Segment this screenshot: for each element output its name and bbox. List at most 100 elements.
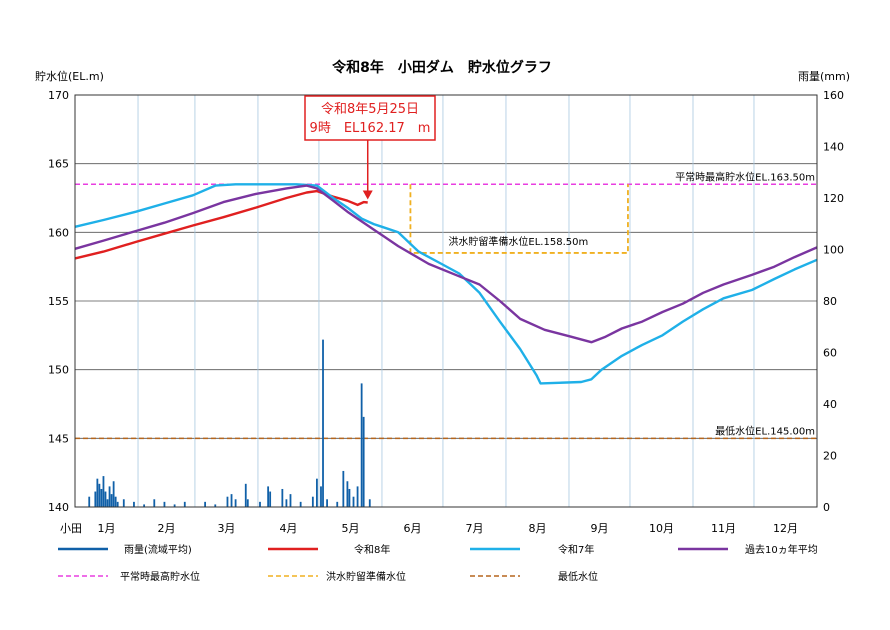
y-tick-label: 165 — [48, 158, 69, 171]
callout-arrowhead — [362, 190, 373, 200]
month-label: 8月 — [528, 522, 546, 535]
month-label: 6月 — [403, 522, 421, 535]
y-tick-label: 160 — [48, 226, 69, 239]
y-axis-ticks: 140 145 150 155 160 165 170 — [48, 89, 69, 514]
grid — [75, 94, 817, 508]
rain-bar — [114, 496, 117, 507]
rain-bar — [289, 494, 292, 507]
y2-tick-label: 20 — [823, 450, 837, 463]
rain-bar — [336, 501, 339, 507]
ref-label-normal: 平常時最高貯水位EL.163.50m — [675, 170, 815, 183]
month-label: 11月 — [711, 522, 736, 535]
rain-bar — [116, 501, 119, 507]
series-line-avg10 — [74, 184, 818, 344]
month-label: 12月 — [773, 522, 798, 535]
rain-bar — [322, 339, 324, 507]
rain-bar — [281, 488, 284, 507]
rain-bar — [342, 470, 345, 507]
y2-tick-label: 160 — [823, 89, 844, 102]
callout-box — [304, 95, 436, 141]
rain-bar — [163, 501, 166, 507]
rain-bar — [112, 481, 115, 507]
rain-bar — [352, 496, 355, 507]
rain-bar — [106, 499, 109, 507]
reference-lines: 平常時最高貯水位EL.163.50m 最低水位EL.145.00m 洪水貯留準備水位… — [75, 170, 817, 440]
y-axis-title: 貯水位(EL.m) — [35, 69, 104, 83]
rain-bar — [311, 496, 314, 507]
rain-bar — [285, 499, 288, 507]
rain-bar — [102, 476, 105, 507]
rain-bar — [214, 504, 217, 507]
rain-bar — [183, 501, 186, 507]
legend-r8: 令和8年 — [354, 543, 390, 556]
rain-bar — [122, 499, 125, 507]
y2-tick-label: 60 — [823, 347, 837, 360]
rain-bar — [269, 491, 272, 507]
month-label: 10月 — [649, 522, 674, 535]
rain-bar — [346, 481, 349, 507]
plot-frame — [74, 94, 818, 508]
rain-bar — [244, 483, 247, 507]
y2-axis-title: 雨量(mm) — [798, 70, 850, 83]
y-tick-label: 150 — [48, 364, 69, 377]
y-tick-label: 140 — [48, 501, 69, 514]
legend-avg10: 過去10ヵ年平均 — [745, 543, 818, 556]
legend: 雨量(流域平均) 令和8年 令和7年 過去10ヵ年平均 平常時最高貯水位 洪水貯… — [58, 543, 818, 583]
rain-bar — [320, 486, 322, 507]
y-tick-label: 170 — [48, 89, 69, 102]
legend-rainfall: 雨量(流域平均) — [124, 543, 192, 556]
y2-tick-label: 140 — [823, 141, 844, 154]
rain-bar — [360, 383, 363, 507]
rain-bar — [204, 501, 207, 507]
rain-bar — [173, 504, 176, 507]
series-line-r7 — [74, 183, 818, 385]
legend-flood: 洪水貯留準備水位 — [326, 570, 406, 583]
rain-bar — [362, 416, 365, 507]
rain-bar — [104, 491, 107, 507]
callout: 令和8年5月25日 9時 EL162.17 m — [304, 95, 436, 200]
rain-bar — [96, 478, 99, 507]
y2-tick-label: 120 — [823, 192, 844, 205]
y2-tick-label: 0 — [823, 501, 830, 514]
rain-bar — [133, 501, 135, 507]
chart-title: 令和8年 小田ダム 貯水位グラフ — [331, 59, 552, 76]
rain-bar — [356, 486, 359, 507]
y-tick-label: 155 — [48, 295, 69, 308]
rain-bar — [100, 488, 103, 507]
x-axis-months: 1月 2月 3月 4月 5月 6月 7月 8月 9月 10月 11月 12月 — [98, 522, 798, 535]
callout-value: 9時 EL162.17 m — [310, 121, 431, 136]
rain-bar — [88, 496, 91, 507]
series-line-r8 — [74, 189, 368, 260]
ref-label-minimum: 最低水位EL.145.00m — [715, 424, 815, 437]
month-label: 3月 — [217, 522, 235, 535]
flood-reserve-line — [409, 184, 629, 254]
corner-label: 小田 — [60, 522, 82, 535]
rain-bar — [234, 499, 237, 507]
y-tick-label: 145 — [48, 432, 69, 445]
month-label: 1月 — [98, 522, 116, 535]
month-label: 4月 — [279, 522, 297, 535]
rain-bar — [110, 494, 113, 507]
rain-bar — [246, 499, 249, 507]
legend-normal: 平常時最高貯水位 — [120, 570, 200, 583]
month-label: 9月 — [590, 522, 608, 535]
rain-bar — [153, 499, 156, 507]
month-label: 5月 — [341, 522, 359, 535]
legend-r7: 令和7年 — [558, 543, 594, 556]
rain-bar — [267, 486, 270, 507]
rain-bar — [108, 486, 111, 507]
rain-bar — [226, 496, 229, 507]
y2-axis-ticks: 0 20 40 60 80 100 120 140 160 — [823, 89, 844, 514]
y2-tick-label: 40 — [823, 398, 837, 411]
callout-date: 令和8年5月25日 — [321, 102, 419, 117]
legend-minimum: 最低水位 — [558, 570, 598, 583]
y2-tick-label: 100 — [823, 244, 844, 257]
rain-bar — [143, 504, 146, 507]
flood-reserve-label: 洪水貯留準備水位EL.158.50m — [448, 235, 588, 248]
rain-bar — [230, 494, 233, 507]
rain-bar — [94, 491, 97, 507]
series-lines — [74, 183, 818, 385]
rainfall-bars — [88, 339, 371, 507]
y2-tick-label: 80 — [823, 295, 837, 308]
